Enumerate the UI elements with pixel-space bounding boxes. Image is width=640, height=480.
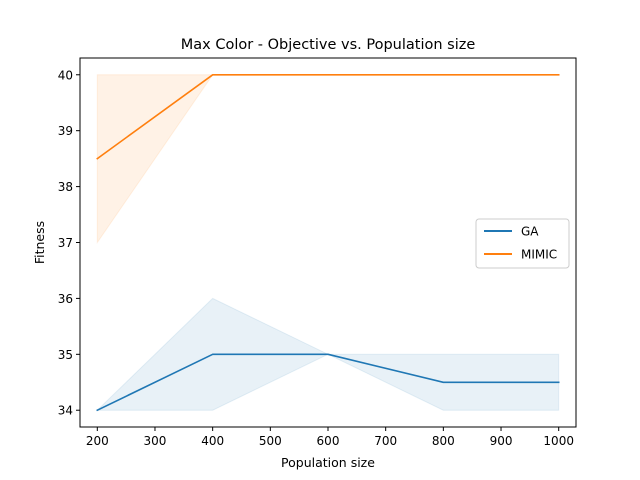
y-axis-ticks: 34 35 36 37 38 39 40 (58, 68, 80, 418)
y-tick-label: 34 (58, 404, 73, 418)
series-lines (96, 74, 560, 412)
y-tick-label: 36 (58, 292, 73, 306)
x-tick-label: 600 (317, 434, 340, 448)
y-tick-label: 38 (58, 180, 73, 194)
x-tick-label: 900 (490, 434, 513, 448)
x-tick-label: 400 (201, 434, 224, 448)
x-tick-label: 800 (432, 434, 455, 448)
chart-title: Max Color - Objective vs. Population siz… (181, 37, 476, 53)
plot-frame (79, 57, 577, 428)
series-line-mimic (96, 74, 560, 160)
x-tick-label: 500 (259, 434, 282, 448)
x-tick-label: 300 (144, 434, 167, 448)
legend-label-ga: GA (521, 225, 539, 239)
y-tick-label: 39 (58, 124, 73, 138)
y-axis-label: Fitness (32, 221, 47, 264)
x-axis-label: Population size (281, 455, 375, 470)
legend-label-mimic: MIMIC (521, 248, 557, 262)
x-tick-label: 200 (86, 434, 109, 448)
y-tick-label: 37 (58, 236, 73, 250)
series-line-ga (96, 353, 560, 412)
x-tick-label: 700 (374, 434, 397, 448)
y-tick-label: 35 (58, 348, 73, 362)
x-axis-ticks: 200 300 400 500 600 700 800 900 1000 (86, 427, 574, 448)
y-tick-label: 40 (58, 68, 73, 82)
x-tick-label: 1000 (543, 434, 574, 448)
legend: GA MIMIC (475, 218, 570, 269)
